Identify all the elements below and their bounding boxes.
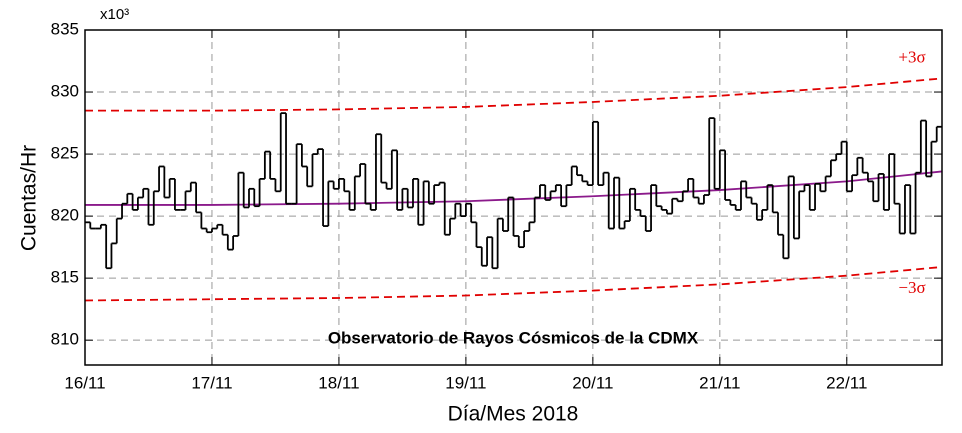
x-tick-label: 18/11 <box>318 373 359 392</box>
x-tick-label: 20/11 <box>572 373 613 392</box>
fit-curve <box>84 266 943 302</box>
plot-frame <box>84 29 943 366</box>
x-axis-label: Día/Mes 2018 <box>448 403 579 426</box>
x-tick-label: 19/11 <box>445 373 486 392</box>
sigma-label: −3σ <box>898 278 925 297</box>
sigma-label: +3σ <box>898 47 925 66</box>
y-tick-label: 835 <box>51 19 79 38</box>
y-tick-label: 815 <box>51 268 79 287</box>
y-tick-label: 825 <box>51 144 79 163</box>
y-tick-label: 810 <box>51 330 79 349</box>
x-tick-label: 17/11 <box>191 373 232 392</box>
y-tick-label: 820 <box>51 206 79 225</box>
y-tick-label: 830 <box>51 82 79 101</box>
annotation: Observatorio de Rayos Cósmicos de la CDM… <box>328 328 699 347</box>
y-multiplier: x10³ <box>100 6 129 23</box>
x-tick-label: 16/11 <box>64 373 105 392</box>
x-tick-label: 21/11 <box>699 373 740 392</box>
y-axis-label: Cuentas/Hr <box>18 145 41 251</box>
fit-curve <box>85 77 943 112</box>
x-tick-label: 22/11 <box>826 373 867 392</box>
